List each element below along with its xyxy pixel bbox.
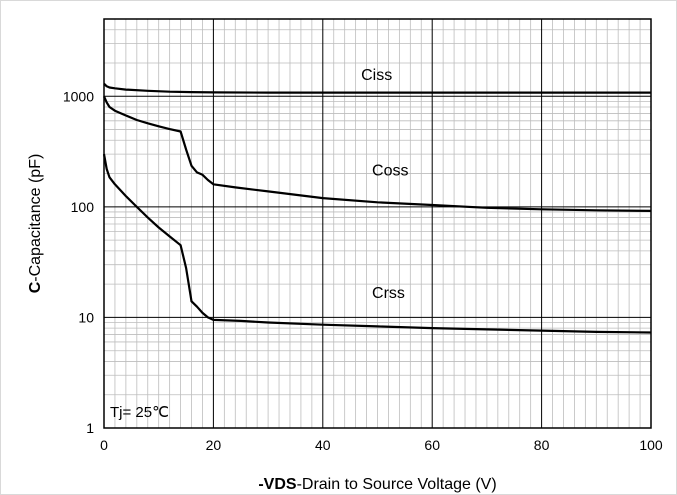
y-tick-label: 1 <box>86 420 94 436</box>
series-label-ciss: Ciss <box>361 67 392 84</box>
y-tick-label: 1000 <box>63 88 94 104</box>
temperature-annotation: Tj= 25℃ <box>110 404 169 421</box>
x-tick-label: 0 <box>100 437 108 453</box>
plot-area-border <box>103 18 652 429</box>
y-tick-label: 10 <box>78 309 94 325</box>
series-line-coss <box>102 95 652 212</box>
series-lines <box>102 82 652 334</box>
y-axis-title-rest: -Capacitance (pF) <box>27 154 44 282</box>
series-line-crss <box>102 153 652 334</box>
x-axis-title-bold: -VDS <box>258 476 297 493</box>
x-axis-title-rest: -Drain to Source Voltage (V) <box>297 476 497 493</box>
x-axis-title: -VDS-Drain to Source Voltage (V) <box>258 476 496 493</box>
x-tick-label: 100 <box>639 437 663 453</box>
series-label-coss: Coss <box>372 162 408 179</box>
y-axis-ticks: 1 10 100 1000 <box>63 88 94 436</box>
series-line-ciss <box>103 82 651 94</box>
y-axis-title: C-Capacitance (pF) <box>27 154 44 294</box>
y-axis-title-bold: C <box>27 281 44 293</box>
x-tick-label: 60 <box>424 437 440 453</box>
x-tick-label: 40 <box>315 437 331 453</box>
x-axis-ticks: 0 20 40 60 80 100 <box>100 437 663 453</box>
series-label-crss: Crss <box>372 285 405 302</box>
x-tick-label: 80 <box>534 437 550 453</box>
x-tick-label: 20 <box>206 437 222 453</box>
y-tick-label: 100 <box>71 199 95 215</box>
series-labels: Ciss Coss Crss <box>361 67 408 302</box>
